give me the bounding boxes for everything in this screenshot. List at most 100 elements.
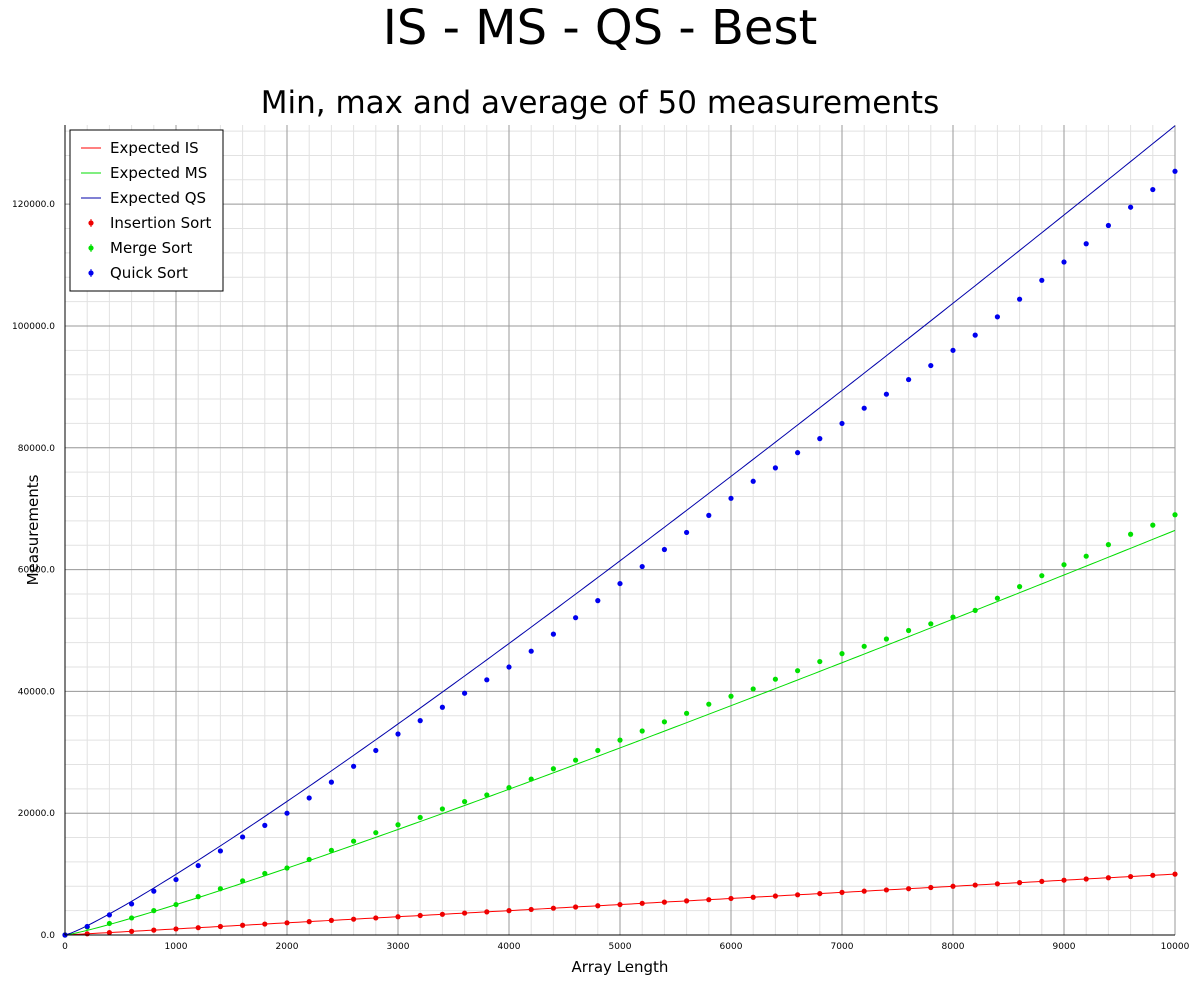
merge-sort-point	[284, 865, 290, 871]
legend-label-insertion-sort: Insertion Sort	[110, 214, 212, 232]
quick-sort-point	[595, 598, 601, 604]
y-tick-label: 20000.0	[18, 809, 55, 819]
merge-sort-point	[462, 799, 468, 805]
y-tick-label: 120000.0	[12, 200, 55, 210]
insertion-sort-point	[795, 892, 801, 898]
insertion-sort-point	[306, 919, 312, 925]
insertion-sort-point	[617, 901, 623, 908]
legend-label-quick-sort: Quick Sort	[110, 264, 188, 282]
insertion-sort-point	[240, 922, 246, 928]
chart-subtitle: Min, max and average of 50 measurements	[260, 85, 940, 121]
merge-sort-point	[1150, 522, 1156, 528]
quick-sort-point	[795, 450, 801, 456]
quick-sort-point	[817, 436, 823, 442]
insertion-sort-point	[1017, 880, 1023, 886]
quick-sort-point	[484, 677, 490, 683]
line-expected-ms	[64, 529, 1176, 936]
quick-sort-point	[639, 563, 645, 570]
x-tick-label: 5000	[609, 942, 632, 952]
legend-marker-quick-sort	[88, 270, 94, 276]
insertion-sort-point	[684, 898, 690, 904]
quick-sort-point	[84, 923, 90, 930]
insertion-sort-point	[595, 903, 601, 909]
legend-label-expected-ms: Expected MS	[110, 164, 207, 182]
insertion-sort-point	[772, 893, 779, 899]
quick-sort-point	[395, 731, 401, 737]
quick-sort-point	[284, 810, 290, 816]
merge-sort-point	[506, 785, 512, 791]
quick-sort-point	[106, 912, 112, 918]
merge-sort-point	[1039, 573, 1045, 579]
quick-sort-point	[240, 834, 246, 840]
quick-sort-point	[1039, 277, 1045, 283]
merge-sort-point	[573, 757, 579, 763]
insertion-sort-point	[439, 911, 445, 917]
quick-sort-point	[861, 405, 867, 411]
y-tick-label: 80000.0	[18, 444, 55, 454]
insertion-sort-point	[528, 906, 534, 913]
insertion-sort-point	[817, 890, 823, 897]
insertion-sort-point	[262, 921, 268, 927]
merge-sort-point	[750, 686, 756, 692]
quick-sort-point	[195, 862, 201, 869]
major-grid	[64, 125, 1176, 936]
merge-sort-point	[528, 776, 534, 782]
quick-sort-point	[928, 362, 934, 369]
x-tick-label: 6000	[720, 942, 743, 952]
quick-sort-point	[306, 795, 312, 801]
legend: Expected IS Expected MS Expected QS Inserti…	[69, 129, 224, 292]
merge-sort-point	[972, 607, 978, 613]
insertion-sort-point	[639, 900, 645, 906]
insertion-sort-point	[1061, 877, 1067, 883]
insertion-sort-point	[151, 927, 157, 933]
insertion-sort-point	[706, 897, 712, 903]
merge-sort-point	[595, 747, 601, 754]
merge-sort-point	[994, 595, 1001, 601]
merge-sort-point	[1128, 531, 1134, 537]
merge-sort-point	[106, 920, 112, 927]
quick-sort-point	[1150, 186, 1156, 193]
quick-sort-point	[462, 690, 468, 696]
x-tick-label: 8000	[942, 942, 965, 952]
merge-sort-point	[373, 830, 379, 836]
legend-label-expected-qs: Expected QS	[110, 189, 206, 207]
merge-sort-point	[928, 621, 934, 627]
merge-sort-point	[684, 710, 690, 716]
merge-sort-point	[217, 886, 223, 892]
x-tick-label: 3000	[387, 942, 410, 952]
legend-marker-insertion-sort	[88, 220, 94, 226]
merge-sort-point	[1105, 542, 1111, 548]
merge-sort-point	[550, 766, 557, 772]
quick-sort-point	[528, 648, 534, 654]
quick-sort-point	[262, 822, 268, 828]
quick-sort-point	[1017, 296, 1023, 302]
insertion-sort-point	[106, 929, 112, 936]
x-tick-label: 9000	[1053, 942, 1076, 952]
quick-sort-point	[839, 420, 845, 427]
merge-sort-point	[839, 651, 845, 657]
merge-sort-point	[661, 719, 668, 725]
insertion-sort-point	[573, 904, 579, 910]
data-points	[62, 168, 1178, 938]
insertion-sort-point	[328, 917, 334, 923]
quick-sort-point	[439, 704, 445, 710]
insertion-sort-point	[728, 895, 734, 902]
insertion-sort-point	[1128, 873, 1134, 880]
y-tick-label: 0.0	[41, 931, 56, 941]
merge-sort-point	[262, 870, 268, 877]
quick-sort-point	[972, 332, 978, 338]
insertion-sort-point	[1172, 871, 1178, 877]
quick-sort-point	[883, 391, 890, 397]
merge-sort-point	[795, 668, 801, 674]
quick-sort-point	[706, 512, 712, 518]
insertion-sort-point	[484, 909, 490, 915]
quick-sort-point	[950, 347, 956, 353]
merge-sort-point	[129, 915, 135, 921]
merge-sort-point	[1172, 512, 1178, 518]
quick-sort-point	[1083, 241, 1089, 247]
quick-sort-point	[728, 495, 734, 501]
insertion-sort-point	[84, 931, 90, 937]
merge-sort-point	[417, 814, 423, 821]
chart-title: IS - MS - QS - Best	[382, 0, 818, 56]
